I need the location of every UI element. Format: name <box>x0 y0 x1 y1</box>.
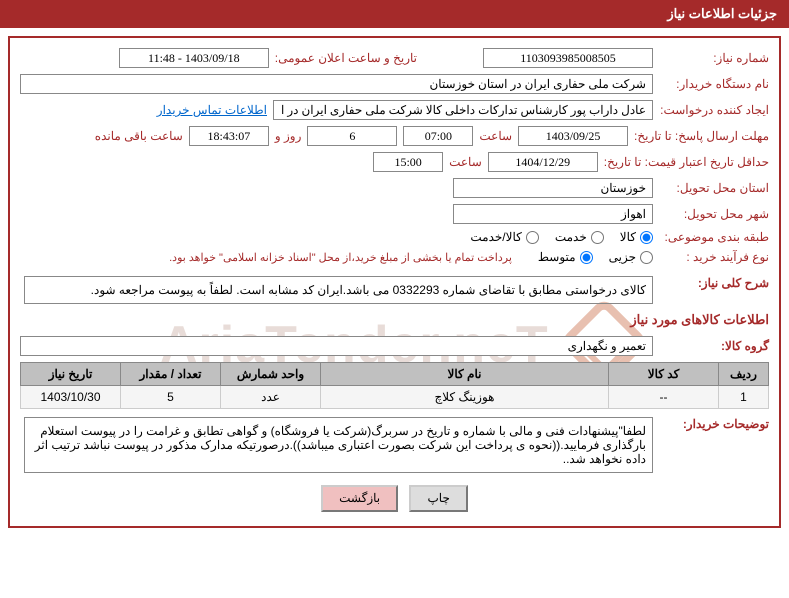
contact-buyer-link[interactable]: اطلاعات تماس خریدار <box>157 103 267 117</box>
radio-khadamat[interactable] <box>591 231 604 244</box>
cell-qty: 5 <box>121 386 221 409</box>
cell-unit: عدد <box>221 386 321 409</box>
buyer-org-label: نام دستگاه خریدار: <box>659 77 769 91</box>
days-text: روز و <box>275 129 302 143</box>
print-button[interactable]: چاپ <box>409 485 467 512</box>
row-desc: شرح کلی نیاز: کالای درخواستی مطابق با تق… <box>20 276 769 304</box>
row-city: شهر محل تحویل: <box>20 204 769 224</box>
row-buyer-notes: توضیحات خریدار: لطفا"پیشنهادات فنی و مال… <box>20 417 769 473</box>
deadline-time-label: ساعت <box>479 129 512 143</box>
content-inner: شماره نیاز: تاریخ و ساعت اعلان عمومی: نا… <box>20 48 769 512</box>
cell-date: 1403/10/30 <box>21 386 121 409</box>
province-label: استان محل تحویل: <box>659 181 769 195</box>
cell-row: 1 <box>719 386 769 409</box>
th-row: ردیف <box>719 363 769 386</box>
province-input[interactable] <box>453 178 653 198</box>
page-header: جزئیات اطلاعات نیاز <box>0 0 789 28</box>
row-buyer-org: نام دستگاه خریدار: <box>20 74 769 94</box>
buyer-notes-label: توضیحات خریدار: <box>659 417 769 431</box>
th-qty: تعداد / مقدار <box>121 363 221 386</box>
page-title: جزئیات اطلاعات نیاز <box>667 6 777 21</box>
validity-label: حداقل تاریخ اعتبار قیمت: تا تاریخ: <box>604 155 769 169</box>
buy-type-radio-group: جزیی متوسط <box>538 250 653 264</box>
radio-jozei[interactable] <box>640 251 653 264</box>
buyer-notes-box: لطفا"پیشنهادات فنی و مالی با شماره و تار… <box>24 417 653 473</box>
buy-jozei[interactable]: جزیی <box>609 250 653 264</box>
buyer-org-input[interactable] <box>20 74 653 94</box>
deadline-date-input[interactable] <box>518 126 628 146</box>
city-label: شهر محل تحویل: <box>659 207 769 221</box>
remaining-text: ساعت باقی مانده <box>95 129 183 143</box>
cat-kalakhadamat-label: کالا/خدمت <box>470 230 521 244</box>
row-requester: ایجاد کننده درخواست: اطلاعات تماس خریدار <box>20 100 769 120</box>
category-radio-group: کالا خدمت کالا/خدمت <box>470 230 653 244</box>
cat-khadamat-label: خدمت <box>555 230 587 244</box>
deadline-label: مهلت ارسال پاسخ: تا تاریخ: <box>634 129 769 143</box>
validity-time-input[interactable] <box>373 152 443 172</box>
validity-date-input[interactable] <box>488 152 598 172</box>
category-kala[interactable]: کالا <box>620 230 653 244</box>
buy-type-label: نوع فرآیند خرید : <box>659 250 769 264</box>
publish-date-label: تاریخ و ساعت اعلان عمومی: <box>275 51 417 65</box>
category-kala-khadamat[interactable]: کالا/خدمت <box>470 230 538 244</box>
validity-time-label: ساعت <box>449 155 482 169</box>
row-province: استان محل تحویل: <box>20 178 769 198</box>
group-label: گروه کالا: <box>659 339 769 353</box>
radio-kala[interactable] <box>640 231 653 244</box>
items-table: ردیف کد کالا نام کالا واحد شمارش تعداد /… <box>20 362 769 409</box>
th-date: تاریخ نیاز <box>21 363 121 386</box>
content-panel: AriaTender.neT شماره نیاز: تاریخ و ساعت … <box>8 36 781 528</box>
radio-kala-khadamat[interactable] <box>526 231 539 244</box>
desc-box: کالای درخواستی مطابق با تقاضای شماره 033… <box>24 276 653 304</box>
deadline-time-input[interactable] <box>403 126 473 146</box>
items-section-title: اطلاعات کالاهای مورد نیاز <box>20 312 769 328</box>
row-deadline: مهلت ارسال پاسخ: تا تاریخ: ساعت روز و سا… <box>20 126 769 146</box>
cell-name: هوزینگ کلاچ <box>321 386 609 409</box>
table-row: 1 -- هوزینگ کلاچ عدد 5 1403/10/30 <box>21 386 769 409</box>
need-number-label: شماره نیاز: <box>659 51 769 65</box>
days-remaining-input[interactable] <box>307 126 397 146</box>
footer-buttons: چاپ بازگشت <box>20 485 769 512</box>
row-need-number: شماره نیاز: تاریخ و ساعت اعلان عمومی: <box>20 48 769 68</box>
radio-motevaset[interactable] <box>580 251 593 264</box>
need-number-input[interactable] <box>483 48 653 68</box>
th-name: نام کالا <box>321 363 609 386</box>
requester-label: ایجاد کننده درخواست: <box>659 103 769 117</box>
category-khadamat[interactable]: خدمت <box>555 230 604 244</box>
th-code: کد کالا <box>609 363 719 386</box>
desc-label: شرح کلی نیاز: <box>659 276 769 290</box>
buy-motevaset-label: متوسط <box>538 250 576 264</box>
buy-jozei-label: جزیی <box>609 250 636 264</box>
row-category: طبقه بندی موضوعی: کالا خدمت کالا/خدمت <box>20 230 769 244</box>
row-buy-type: نوع فرآیند خرید : جزیی متوسط پرداخت تمام… <box>20 250 769 264</box>
publish-date-input[interactable] <box>119 48 269 68</box>
city-input[interactable] <box>453 204 653 224</box>
group-input[interactable] <box>20 336 653 356</box>
th-unit: واحد شمارش <box>221 363 321 386</box>
requester-input[interactable] <box>273 100 653 120</box>
buy-note: پرداخت تمام یا بخشی از مبلغ خرید،از محل … <box>169 251 512 264</box>
row-validity: حداقل تاریخ اعتبار قیمت: تا تاریخ: ساعت <box>20 152 769 172</box>
cat-kala-label: کالا <box>620 230 636 244</box>
cell-code: -- <box>609 386 719 409</box>
row-group: گروه کالا: <box>20 336 769 356</box>
buy-motevaset[interactable]: متوسط <box>538 250 593 264</box>
time-remaining-input[interactable] <box>189 126 269 146</box>
back-button[interactable]: بازگشت <box>321 485 398 512</box>
category-label: طبقه بندی موضوعی: <box>659 230 769 244</box>
table-header-row: ردیف کد کالا نام کالا واحد شمارش تعداد /… <box>21 363 769 386</box>
